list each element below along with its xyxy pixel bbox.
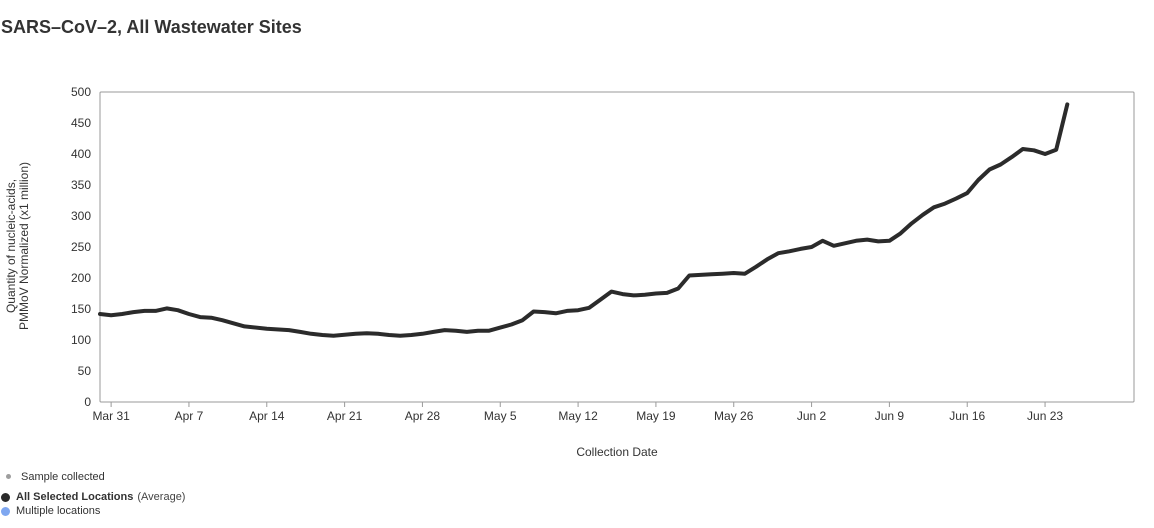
chart-canvas: 0 50 100 150 200 250 300 350 400 450 500 Mar 31 Apr… bbox=[4, 85, 1135, 459]
legend: Sample collected bbox=[0, 469, 105, 484]
y-tick-label: 350 bbox=[71, 178, 91, 192]
legend-series-note: (Average) bbox=[137, 491, 186, 503]
x-tick-label: Apr 7 bbox=[175, 409, 204, 423]
y-tick-label: 500 bbox=[71, 85, 91, 99]
y-tick-label: 100 bbox=[71, 333, 91, 347]
legend-multiple-label: Multiple locations bbox=[16, 505, 101, 517]
x-tick-label: Jun 23 bbox=[1027, 409, 1063, 423]
y-tick-label: 300 bbox=[71, 209, 91, 223]
x-tick-label: May 26 bbox=[714, 409, 754, 423]
y-tick-label: 450 bbox=[71, 116, 91, 130]
legend-sample-label: Sample collected bbox=[21, 470, 105, 483]
x-tick-label: Apr 21 bbox=[327, 409, 363, 423]
y-tick-label: 200 bbox=[71, 271, 91, 285]
x-axis-title: Collection Date bbox=[576, 445, 658, 459]
legend-item-all-locations[interactable]: All Selected Locations (Average) bbox=[0, 490, 185, 504]
y-tick-label: 400 bbox=[71, 147, 91, 161]
x-tick-label: Mar 31 bbox=[92, 409, 130, 423]
legend-item-sample: Sample collected bbox=[0, 469, 105, 484]
series-line bbox=[98, 102, 1070, 338]
plot-area bbox=[99, 91, 1135, 403]
chart-title: SARS–CoV–2, All Wastewater Sites bbox=[1, 17, 302, 37]
y-axis-title-line-2: PMMoV Normalized (x1 million) bbox=[17, 162, 31, 330]
x-tick-label: Apr 28 bbox=[405, 409, 441, 423]
x-tick-label: Apr 14 bbox=[249, 409, 285, 423]
x-tick-label: Jun 16 bbox=[949, 409, 985, 423]
series-dot-icon bbox=[1, 492, 10, 502]
x-tick-label: Jun 2 bbox=[797, 409, 827, 423]
y-tick-label: 250 bbox=[71, 240, 91, 254]
legend-item-multiple-locations[interactable]: Multiple locations bbox=[0, 504, 185, 518]
x-tick-label: Jun 9 bbox=[875, 409, 905, 423]
x-tick-label: May 19 bbox=[636, 409, 676, 423]
multiple-dot-icon bbox=[1, 506, 10, 516]
y-tick-label: 0 bbox=[84, 395, 91, 409]
sample-dot-icon bbox=[6, 474, 11, 479]
x-axis: Mar 31 Apr 7 Apr 14 Apr 21 Apr 28 May 5 May 12… bbox=[92, 402, 1063, 423]
legend-series: All Selected Locations (Average) Multipl… bbox=[0, 490, 185, 518]
legend-series-label: All Selected Locations bbox=[16, 491, 134, 503]
y-tick-label: 50 bbox=[78, 364, 92, 378]
y-axis-title-line-1: Quantity of nucleic-acids, bbox=[4, 179, 18, 313]
y-tick-label: 150 bbox=[71, 302, 91, 316]
x-tick-label: May 12 bbox=[558, 409, 598, 423]
series-layer bbox=[98, 102, 1070, 338]
x-tick-label: May 5 bbox=[484, 409, 517, 423]
y-axis: 0 50 100 150 200 250 300 350 400 450 500 bbox=[71, 85, 91, 409]
